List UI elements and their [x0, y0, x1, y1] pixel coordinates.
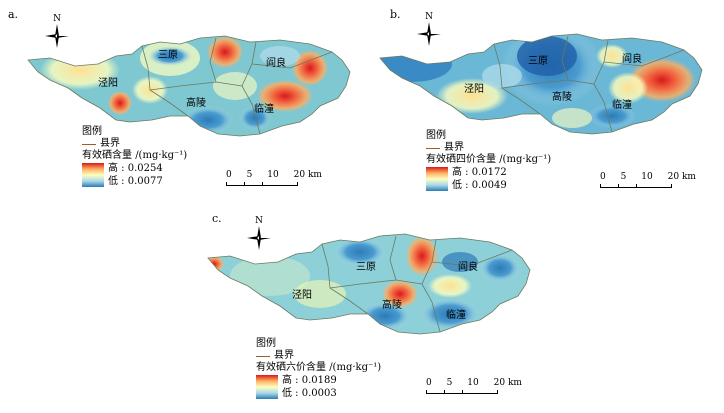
- color-ramp: [426, 167, 448, 191]
- map-a: [27, 35, 351, 137]
- scale-tick-5: 5: [446, 378, 453, 388]
- map-b: [379, 33, 703, 135]
- legend-boundary: 县界: [256, 350, 381, 362]
- scale-bar-b: 0 5 10 20 km: [600, 172, 696, 188]
- county-jingyang: 泾阳: [292, 290, 312, 301]
- legend-var-name: 有效硒含量: [82, 150, 132, 161]
- scale-tick-5: 5: [620, 172, 627, 182]
- county-yanliang: 阎良: [266, 58, 286, 69]
- legend-variable: 有效硒六价含量 /(mg·kg⁻¹): [256, 362, 381, 374]
- boundary-label: 县界: [100, 138, 120, 149]
- scale-tick-0: 0: [600, 172, 606, 182]
- legend-unit: /(mg·kg⁻¹): [135, 150, 188, 161]
- legend-high: 高 : 0.0172: [452, 167, 507, 178]
- legend-unit: /(mg·kg⁻¹): [329, 362, 382, 373]
- map-c: [207, 233, 531, 335]
- county-gaoling: 高陵: [382, 300, 402, 311]
- scale-tick-0: 0: [226, 170, 232, 180]
- legend-a: 图例 县界 有效硒含量 /(mg·kg⁻¹) 高 : 0.0254 低 : 0.0…: [82, 126, 187, 187]
- scale-tick-10: 10: [267, 170, 279, 180]
- legend-boundary: 县界: [82, 138, 187, 150]
- scale-tick-10: 10: [467, 378, 479, 388]
- legend-var-name: 有效硒六价含量: [256, 362, 326, 373]
- scale-tick-5: 5: [246, 170, 253, 180]
- boundary-label: 县界: [444, 142, 464, 153]
- color-ramp: [256, 375, 278, 399]
- legend-low: 低 : 0.0077: [108, 176, 163, 187]
- scale-tick-0: 0: [426, 378, 432, 388]
- scale-unit: km: [681, 172, 696, 182]
- legend-title: 图例: [256, 338, 276, 349]
- scale-tick-20: 20: [493, 378, 506, 388]
- scale-tick-20: 20: [667, 172, 680, 182]
- county-lintong: 临潼: [612, 100, 632, 111]
- north-label: N: [255, 216, 263, 226]
- county-lintong: 临潼: [446, 310, 466, 321]
- county-jingyang: 泾阳: [98, 78, 118, 89]
- legend-low: 低 : 0.0049: [452, 180, 507, 191]
- panel-label-a: a.: [8, 8, 19, 21]
- scale-tick-20: 20: [293, 170, 306, 180]
- legend-title: 图例: [82, 126, 102, 137]
- scale-tick-10: 10: [641, 172, 653, 182]
- panel-b: b. N 三原 阎良 泾阳 高陵 临潼 图例 县界: [364, 0, 724, 200]
- legend-boundary: 县界: [426, 142, 551, 154]
- county-yanliang: 阎良: [458, 262, 478, 273]
- county-sanyuan: 三原: [356, 262, 376, 273]
- north-label: N: [425, 12, 433, 22]
- scale-unit: km: [307, 170, 322, 180]
- county-gaoling: 高陵: [552, 92, 572, 103]
- legend-c: 图例 县界 有效硒六价含量 /(mg·kg⁻¹) 高 : 0.0189 低 : 0…: [256, 338, 381, 399]
- boundary-label: 县界: [274, 350, 294, 361]
- legend-title: 图例: [426, 130, 446, 141]
- north-arrow: N: [42, 14, 72, 50]
- county-gaoling: 高陵: [186, 98, 206, 109]
- legend-low: 低 : 0.0003: [282, 388, 337, 399]
- north-label: N: [53, 14, 61, 24]
- county-lintong: 临潼: [254, 104, 274, 115]
- north-arrow: N: [414, 12, 444, 48]
- panel-label-b: b.: [390, 8, 401, 21]
- panel-c: c. N 三原 阎良 泾阳 高陵 临潼 图例: [196, 206, 556, 413]
- legend-variable: 有效硒含量 /(mg·kg⁻¹): [82, 150, 187, 162]
- legend-high: 高 : 0.0254: [108, 163, 163, 174]
- county-sanyuan: 三原: [158, 50, 178, 61]
- county-sanyuan: 三原: [528, 56, 548, 67]
- north-arrow: N: [244, 216, 274, 252]
- legend-ramp-row: 高 : 0.0172 低 : 0.0049: [426, 167, 551, 191]
- scale-bar-a: 0 5 10 20 km: [226, 170, 322, 186]
- legend-high: 高 : 0.0189: [282, 375, 337, 386]
- boundary-line-swatch: [426, 147, 440, 149]
- boundary-line-swatch: [256, 355, 270, 357]
- panel-a: a. N 三原 阎良 泾阳 高陵 临潼: [0, 0, 360, 200]
- legend-var-name: 有效硒四价含量: [426, 154, 496, 165]
- scale-bar-c: 0 5 10 20 km: [426, 378, 522, 394]
- legend-ramp-row: 高 : 0.0254 低 : 0.0077: [82, 163, 187, 187]
- legend-b: 图例 县界 有效硒四价含量 /(mg·kg⁻¹) 高 : 0.0172 低 : 0…: [426, 130, 551, 191]
- county-yanliang: 阎良: [622, 54, 642, 65]
- panel-label-c: c.: [212, 212, 222, 225]
- color-ramp: [82, 163, 104, 187]
- scale-unit: km: [507, 378, 522, 388]
- county-jingyang: 泾阳: [464, 84, 484, 95]
- legend-variable: 有效硒四价含量 /(mg·kg⁻¹): [426, 154, 551, 166]
- legend-unit: /(mg·kg⁻¹): [499, 154, 552, 165]
- legend-ramp-row: 高 : 0.0189 低 : 0.0003: [256, 375, 381, 399]
- boundary-line-swatch: [82, 143, 96, 145]
